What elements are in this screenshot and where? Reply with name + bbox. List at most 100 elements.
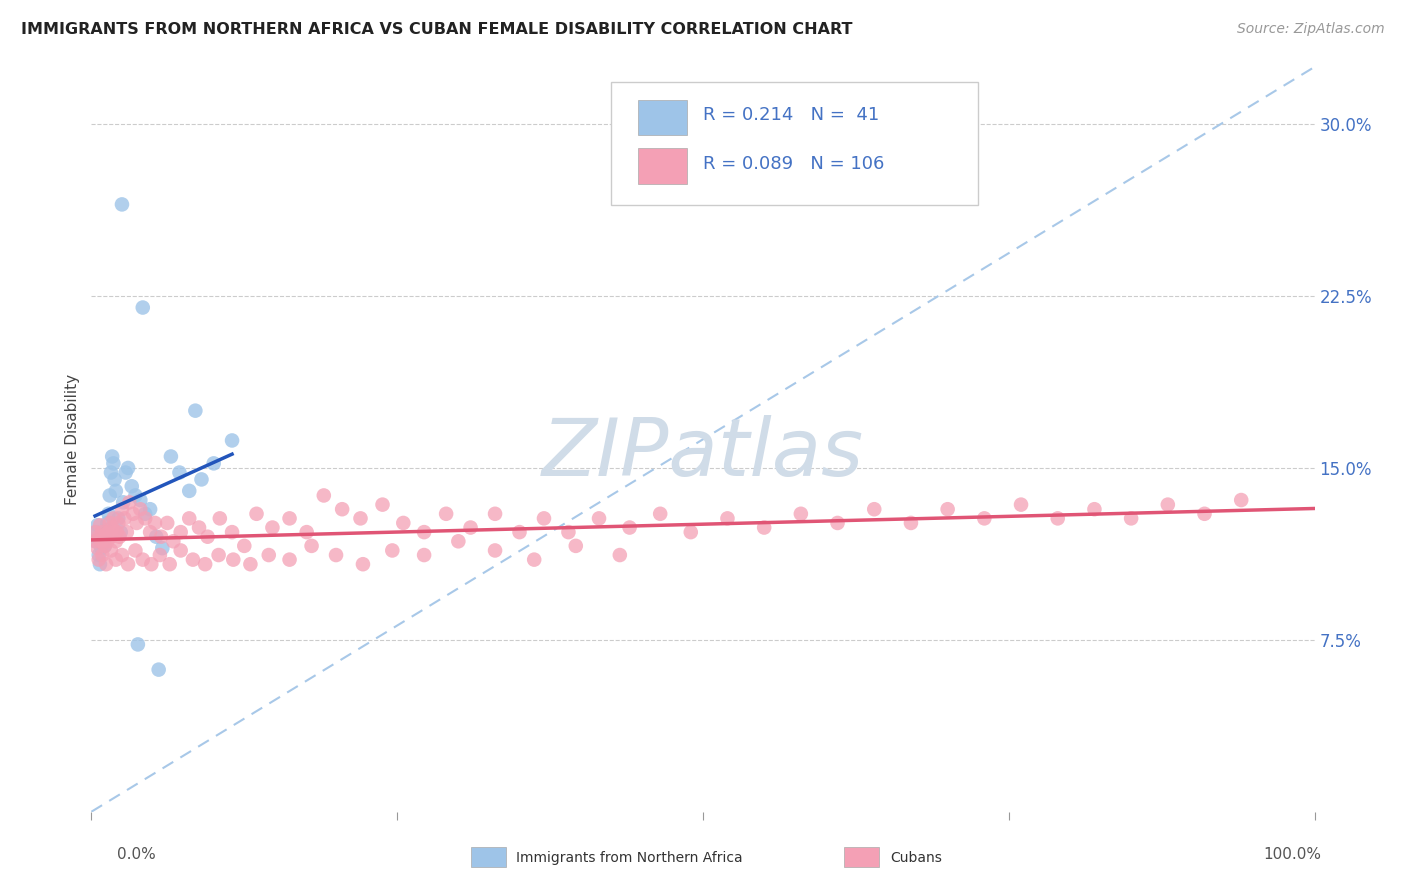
Point (104, 525, 127, 540)
Point (90, 534, 112, 549)
Point (233, 539, 256, 553)
Point (107, 511, 129, 525)
Point (111, 548, 134, 562)
Point (139, 502, 162, 516)
Point (936, 502, 959, 516)
Point (84, 534, 107, 549)
Point (100, 543, 122, 558)
Point (588, 511, 610, 525)
Point (112, 495, 135, 509)
Point (104, 483, 127, 498)
Point (413, 525, 436, 540)
Text: ZIPatlas: ZIPatlas (541, 415, 865, 493)
Point (160, 450, 183, 464)
Point (100, 530, 122, 544)
Point (523, 552, 546, 566)
Point (96, 516, 118, 530)
Point (94, 527, 117, 541)
Point (87, 530, 110, 544)
Point (132, 301, 155, 315)
Point (104, 472, 127, 486)
Text: 100.0%: 100.0% (1264, 847, 1322, 862)
Point (110, 525, 132, 540)
Point (1194, 507, 1216, 521)
Point (107, 516, 129, 530)
Y-axis label: Female Disability: Female Disability (65, 374, 80, 505)
Point (97, 525, 120, 540)
Point (145, 530, 167, 544)
Point (245, 507, 267, 521)
Point (104, 552, 127, 566)
Point (330, 502, 353, 516)
Point (257, 548, 280, 562)
Point (117, 558, 139, 572)
Point (97, 507, 120, 521)
Point (104, 534, 127, 549)
Point (1046, 511, 1069, 525)
Point (221, 525, 243, 540)
Point (86, 518, 108, 533)
Point (447, 534, 470, 549)
Point (159, 558, 181, 572)
Point (93, 534, 115, 549)
Point (188, 520, 211, 534)
Point (194, 558, 217, 572)
Text: 0.0%: 0.0% (117, 847, 156, 862)
Text: R = 0.214   N =  41: R = 0.214 N = 41 (703, 106, 879, 124)
Point (94, 539, 117, 553)
Point (132, 552, 155, 566)
Point (84, 525, 107, 540)
Point (484, 543, 506, 558)
Point (101, 450, 124, 464)
Point (94, 558, 117, 572)
Text: R = 0.089   N = 106: R = 0.089 N = 106 (703, 154, 884, 173)
Point (716, 511, 738, 525)
Point (754, 520, 776, 534)
Point (111, 502, 134, 516)
Point (134, 511, 156, 525)
Point (197, 530, 219, 544)
Point (91, 525, 114, 540)
Point (90, 541, 112, 556)
Point (150, 530, 173, 544)
Text: Cubans: Cubans (890, 851, 942, 865)
Point (105, 525, 128, 540)
Point (170, 525, 193, 540)
Point (100, 466, 122, 480)
Point (143, 516, 166, 530)
Point (278, 511, 301, 525)
Point (1230, 493, 1253, 508)
Point (150, 541, 173, 556)
Point (609, 548, 631, 562)
FancyBboxPatch shape (638, 100, 688, 136)
Point (91, 530, 114, 544)
Point (179, 511, 201, 525)
Point (239, 558, 262, 572)
Point (87, 548, 110, 562)
Point (312, 488, 335, 502)
Point (111, 197, 134, 211)
Point (349, 511, 371, 525)
Point (1121, 511, 1143, 525)
Point (103, 456, 125, 470)
Point (381, 543, 404, 558)
Point (170, 543, 193, 558)
Point (124, 488, 146, 502)
Point (162, 534, 184, 549)
Point (301, 539, 323, 553)
Point (101, 520, 124, 534)
Point (509, 525, 531, 540)
Point (89, 518, 111, 533)
Point (1083, 502, 1105, 516)
Point (129, 502, 152, 516)
Point (149, 548, 172, 562)
Point (181, 552, 204, 566)
Point (184, 403, 207, 417)
Point (122, 507, 145, 521)
Point (565, 539, 588, 553)
Point (352, 558, 374, 572)
Point (295, 525, 318, 540)
Point (112, 511, 135, 525)
Text: Immigrants from Northern Africa: Immigrants from Northern Africa (516, 851, 742, 865)
Point (1010, 498, 1032, 512)
